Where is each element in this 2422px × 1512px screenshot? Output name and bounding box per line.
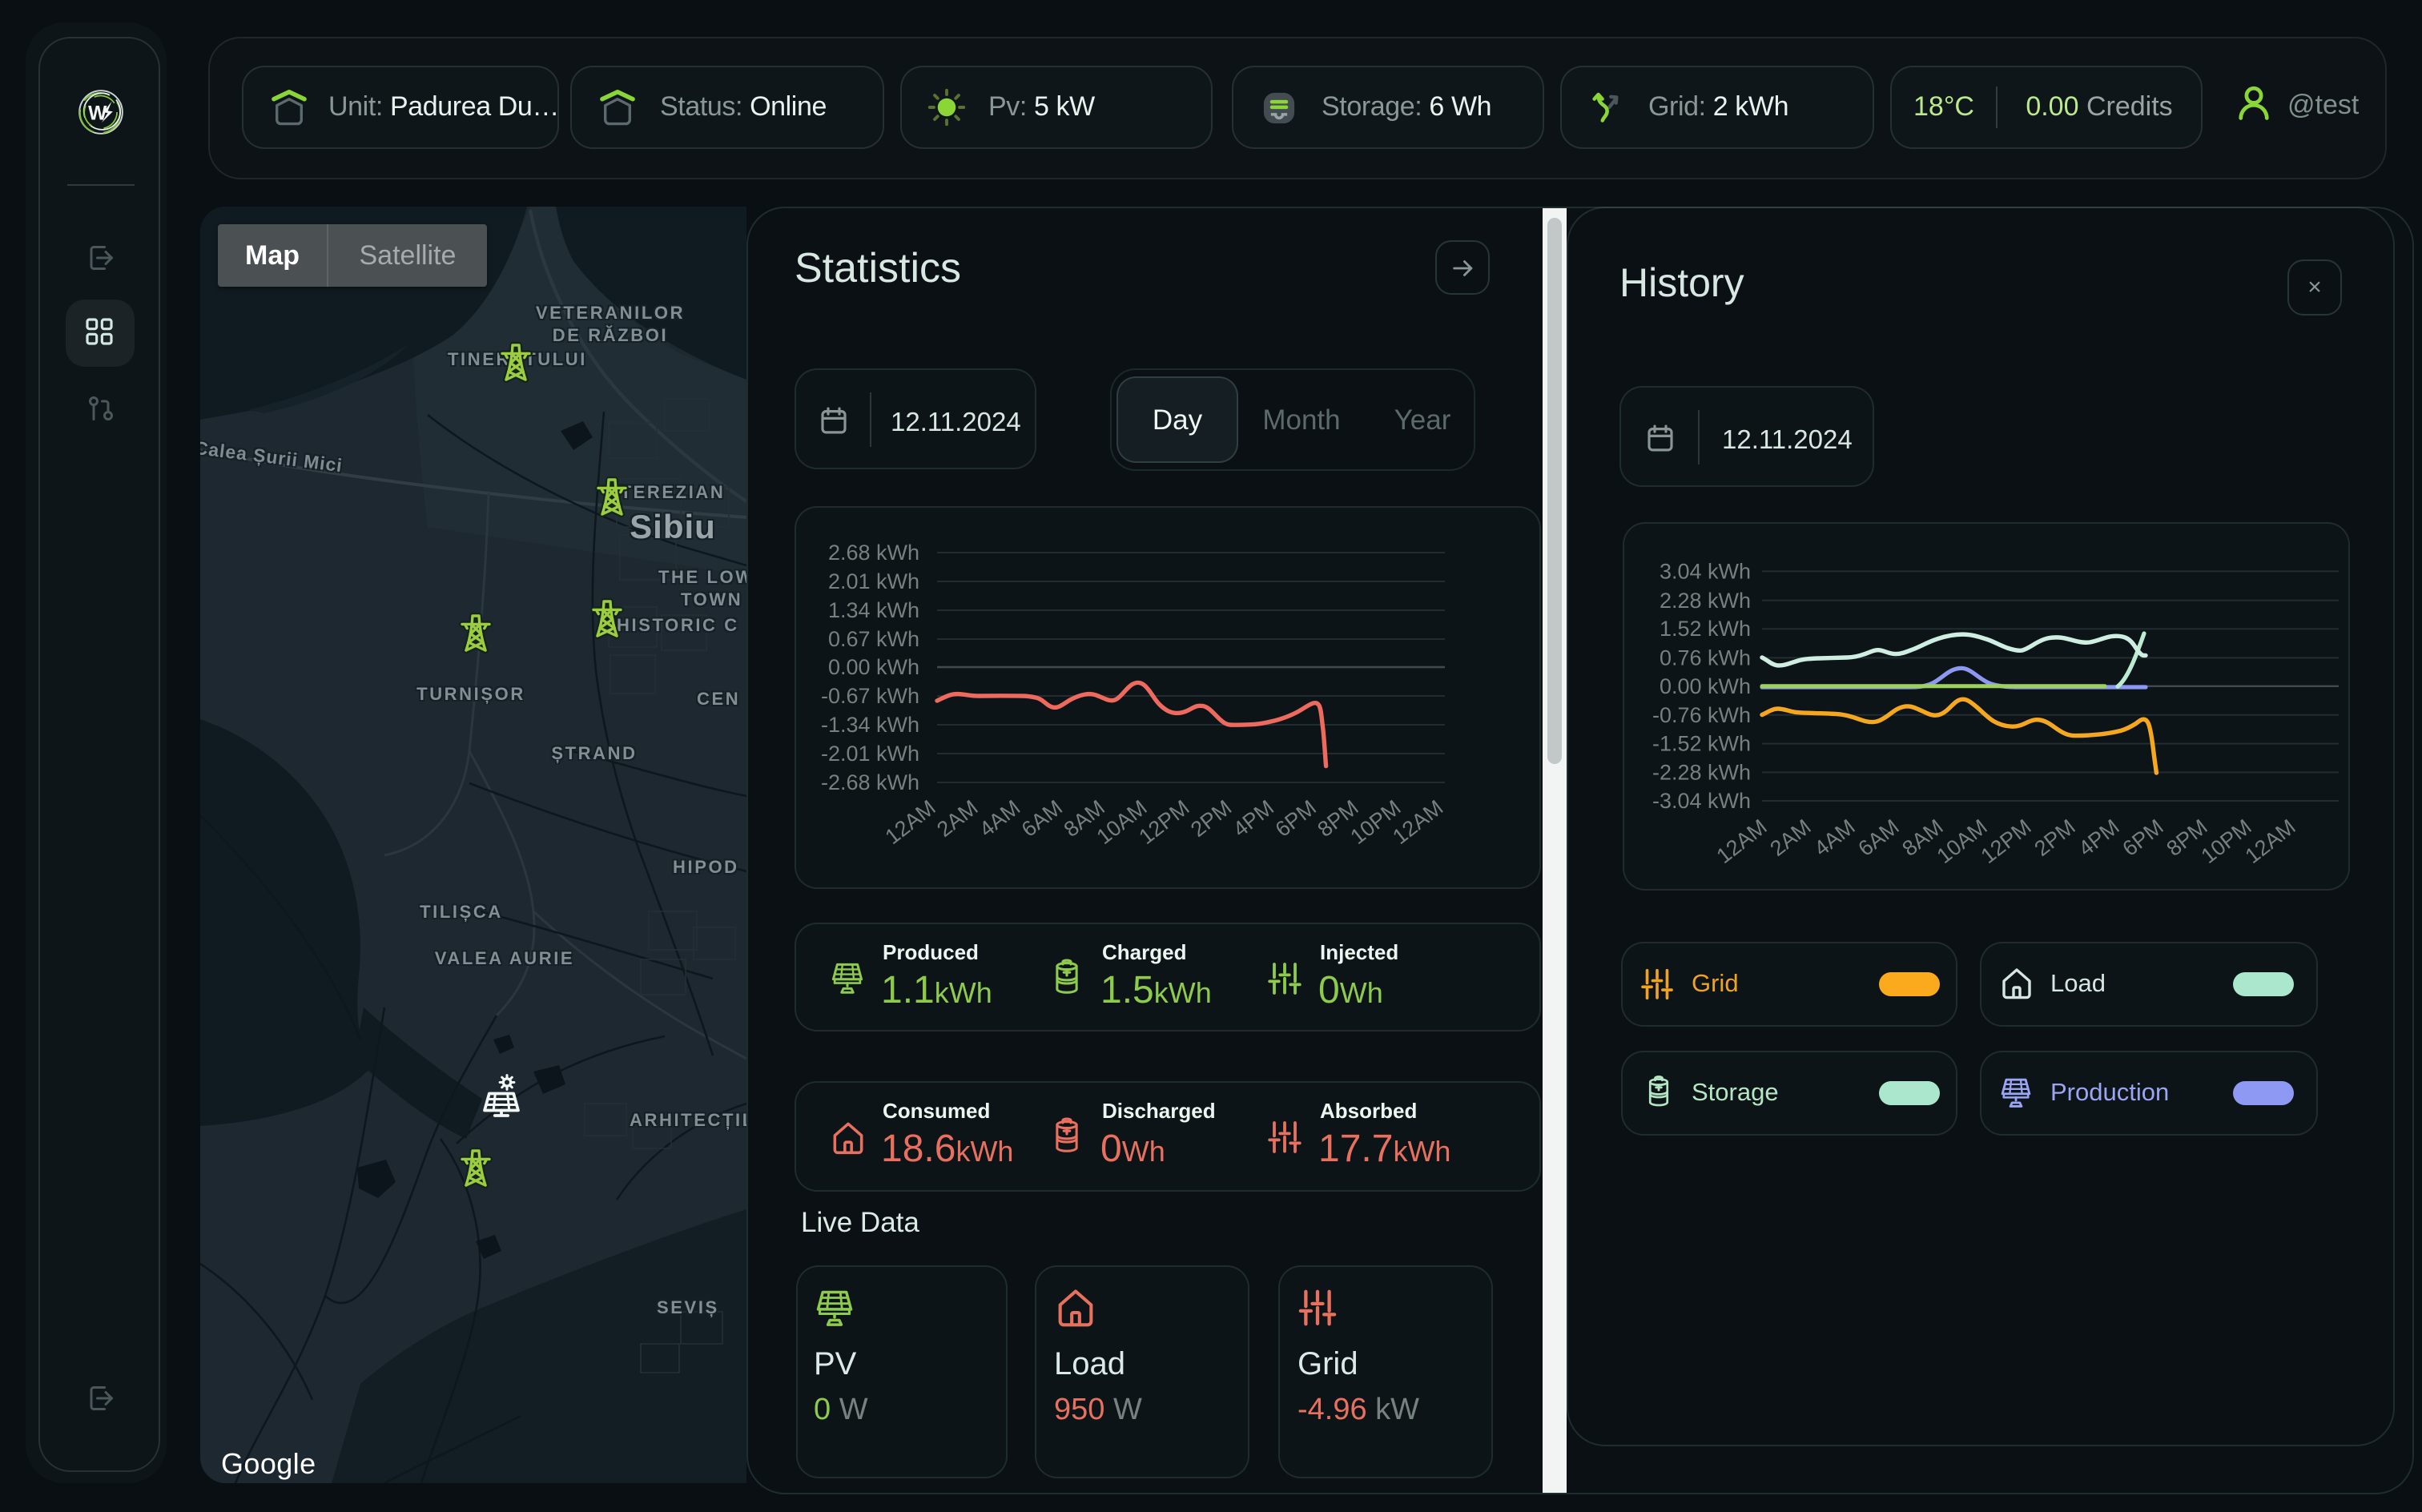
svg-text:2AM: 2AM <box>932 795 982 842</box>
svg-text:6AM: 6AM <box>1853 814 1903 861</box>
svg-text:10AM: 10AM <box>1933 814 1992 868</box>
svg-text:0.67 kWh: 0.67 kWh <box>828 627 919 651</box>
svg-text:2.01 kWh: 2.01 kWh <box>828 569 919 593</box>
svg-text:4PM: 4PM <box>2074 814 2123 861</box>
svg-text:2.68 kWh: 2.68 kWh <box>828 541 919 565</box>
svg-text:4AM: 4AM <box>1809 814 1859 861</box>
svg-text:1.52 kWh: 1.52 kWh <box>1660 617 1751 641</box>
svg-text:12AM: 12AM <box>881 795 940 849</box>
svg-text:W: W <box>88 103 107 125</box>
svg-text:-3.04 kWh: -3.04 kWh <box>1652 789 1751 813</box>
svg-text:0.76 kWh: 0.76 kWh <box>1660 645 1751 670</box>
svg-text:0.00 kWh: 0.00 kWh <box>828 655 919 679</box>
svg-text:6AM: 6AM <box>1017 795 1067 842</box>
svg-text:-1.52 kWh: -1.52 kWh <box>1652 732 1751 756</box>
svg-text:1.34 kWh: 1.34 kWh <box>828 598 919 622</box>
svg-text:0.00 kWh: 0.00 kWh <box>1660 674 1751 698</box>
svg-text:4AM: 4AM <box>975 795 1024 842</box>
svg-text:-0.67 kWh: -0.67 kWh <box>821 684 919 708</box>
svg-text:6PM: 6PM <box>1271 795 1321 842</box>
svg-text:-1.34 kWh: -1.34 kWh <box>821 713 919 737</box>
svg-text:12AM: 12AM <box>1712 814 1772 868</box>
svg-text:-0.76 kWh: -0.76 kWh <box>1652 703 1751 727</box>
svg-text:10PM: 10PM <box>2197 814 2256 868</box>
svg-text:-2.01 kWh: -2.01 kWh <box>821 742 919 766</box>
svg-text:2PM: 2PM <box>2030 814 2079 861</box>
svg-text:-2.28 kWh: -2.28 kWh <box>1652 760 1751 784</box>
svg-text:2PM: 2PM <box>1186 795 1236 842</box>
svg-text:-2.68 kWh: -2.68 kWh <box>821 770 919 794</box>
svg-text:6PM: 6PM <box>2118 814 2167 861</box>
svg-text:4PM: 4PM <box>1229 795 1278 842</box>
svg-text:12AM: 12AM <box>2241 814 2300 868</box>
svg-text:2AM: 2AM <box>1765 814 1815 861</box>
svg-text:3.04 kWh: 3.04 kWh <box>1660 559 1751 583</box>
svg-text:2.28 kWh: 2.28 kWh <box>1660 589 1751 613</box>
svg-text:12PM: 12PM <box>1977 814 2036 868</box>
